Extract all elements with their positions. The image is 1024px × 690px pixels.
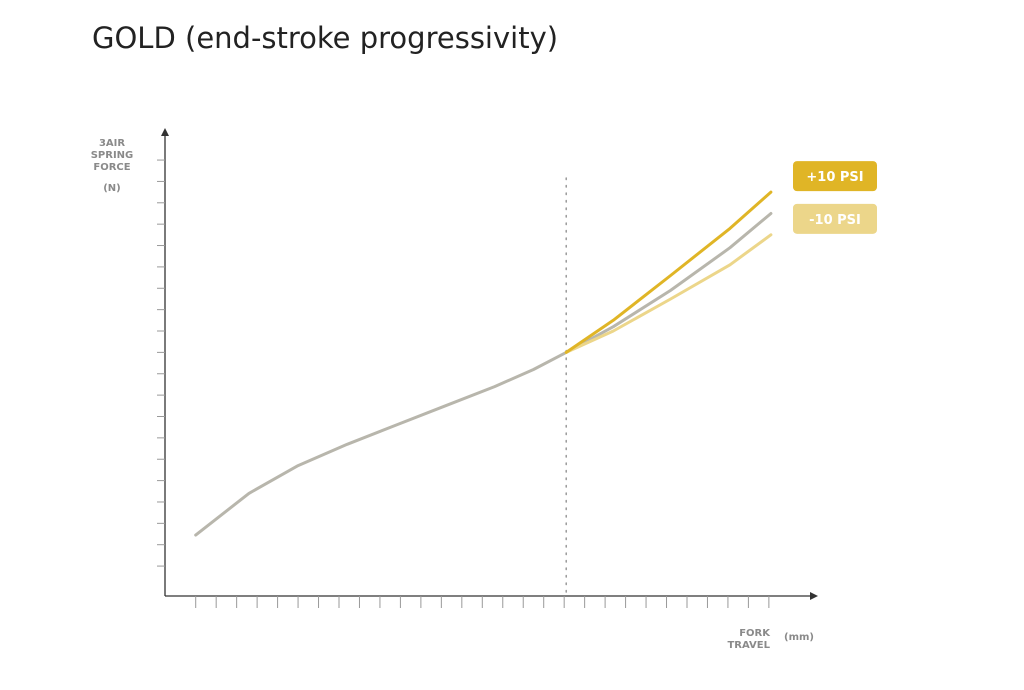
y-axis-label: 3AIR — [99, 138, 125, 149]
legend-label: +10 PSI — [806, 170, 863, 185]
y-axis-label: FORCE — [93, 162, 130, 173]
y-axis-label: SPRING — [91, 150, 134, 161]
legend-swatch — [793, 203, 877, 234]
chart-title: GOLD (end-stroke progressivity) — [92, 21, 558, 55]
series-line — [564, 233, 773, 354]
legend-label: -10 PSI — [809, 213, 861, 228]
series-line — [564, 190, 773, 354]
series-line — [194, 212, 773, 537]
y-arrow — [161, 128, 169, 136]
legend-swatch — [793, 161, 877, 192]
x-axis-unit: (mm) — [784, 632, 814, 643]
x-arrow — [810, 592, 818, 600]
x-axis-label: FORK — [739, 628, 771, 639]
y-axis-label: (N) — [103, 183, 121, 194]
x-axis-label: TRAVEL — [727, 640, 770, 651]
